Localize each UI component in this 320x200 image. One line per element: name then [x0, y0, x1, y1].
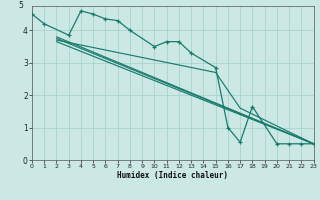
X-axis label: Humidex (Indice chaleur): Humidex (Indice chaleur)	[117, 171, 228, 180]
Text: 5: 5	[19, 1, 24, 10]
